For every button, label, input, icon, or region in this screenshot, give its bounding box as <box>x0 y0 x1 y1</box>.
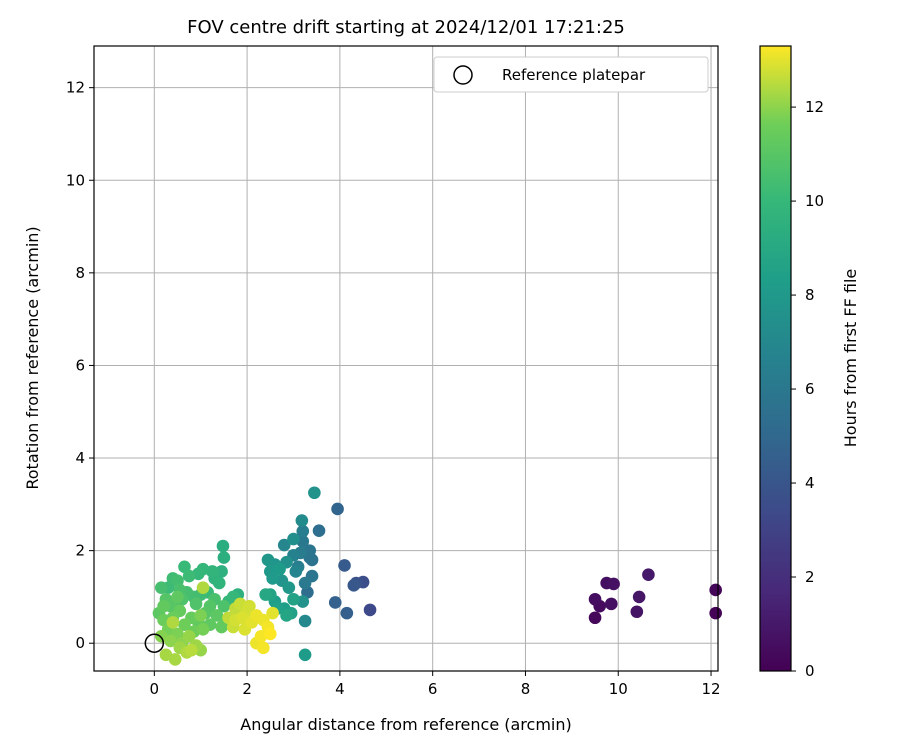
colorbar-ticks: 0 2 4 6 8 10 12 <box>791 98 824 680</box>
colorbar-tick-label: 10 <box>805 192 824 210</box>
scatter-point <box>210 609 224 622</box>
scatter-point <box>338 559 351 572</box>
scatter-point <box>261 553 275 567</box>
scatter-point <box>257 641 270 655</box>
scatter-point <box>287 532 300 546</box>
chart-title: FOV centre drift starting at 2024/12/01 … <box>187 17 625 38</box>
scatter-point <box>212 576 226 590</box>
scatter-point <box>604 597 618 611</box>
scatter-point <box>154 581 168 594</box>
scatter-point <box>182 569 196 583</box>
scatter-point <box>166 616 180 629</box>
colorbar-tick-label: 6 <box>805 380 815 398</box>
scatter-point <box>287 592 300 606</box>
scatter-point <box>295 514 309 527</box>
x-tick-label: 10 <box>609 680 628 698</box>
x-tick-label: 6 <box>428 680 438 698</box>
colorbar-gradient <box>759 45 792 672</box>
colorbar-tick-label: 0 <box>805 662 815 680</box>
scatter-point <box>642 568 655 582</box>
colorbar: 0 2 4 6 8 10 12 Hours from first FF file <box>759 45 860 680</box>
scatter-point <box>280 609 293 622</box>
scatter-point <box>236 611 249 625</box>
colorbar-tick-label: 2 <box>805 568 815 586</box>
scatter-point <box>154 629 168 643</box>
scatter-point <box>157 599 170 613</box>
y-axis-ticks: 0 2 4 6 8 10 12 <box>66 79 94 652</box>
data-points <box>152 486 722 666</box>
x-axis-ticks: 0 2 4 6 8 10 12 <box>150 671 721 698</box>
x-tick-label: 12 <box>701 680 720 698</box>
x-axis-label: Angular distance from reference (arcmin) <box>240 715 571 734</box>
scatter-point <box>289 565 303 578</box>
x-tick-label: 8 <box>521 680 531 698</box>
colorbar-tick-label: 8 <box>805 286 815 304</box>
plot-area-frame <box>93 45 719 672</box>
scatter-point <box>312 524 326 538</box>
scatter-point <box>298 614 312 628</box>
scatter-point <box>185 643 198 657</box>
y-axis-label: Rotation from reference (arcmin) <box>23 226 42 489</box>
scatter-point <box>196 581 210 594</box>
scatter-point <box>196 623 210 636</box>
y-tick-label: 6 <box>75 356 85 374</box>
scatter-point <box>630 605 644 619</box>
legend-label: Reference platepar <box>502 66 646 84</box>
y-tick-label: 4 <box>75 449 85 467</box>
scatter-point <box>277 538 291 552</box>
scatter-point <box>588 611 602 625</box>
scatter-point <box>709 606 722 620</box>
scatter-point <box>328 596 342 609</box>
scatter-point <box>298 576 312 590</box>
x-tick-label: 0 <box>150 680 160 698</box>
scatter-point <box>709 583 722 597</box>
legend-box <box>433 56 709 93</box>
scatter-point <box>217 551 231 564</box>
scatter-point <box>215 620 228 634</box>
colorbar-tick-label: 4 <box>805 474 815 492</box>
scatter-point <box>216 539 230 553</box>
colorbar-tick-label: 12 <box>805 98 824 116</box>
y-tick-label: 10 <box>66 171 85 189</box>
scatter-point <box>159 648 173 662</box>
scatter-point <box>182 629 196 643</box>
scatter-point <box>632 590 646 604</box>
legend: Reference platepar <box>433 56 709 93</box>
scatter-point <box>171 590 184 604</box>
y-tick-label: 2 <box>75 542 85 560</box>
scatter-point <box>607 577 620 591</box>
legend-marker-icon <box>453 65 473 85</box>
scatter-point <box>340 606 354 620</box>
reference-marker <box>144 633 165 653</box>
scatter-point <box>266 606 279 620</box>
scatter-point <box>266 572 279 585</box>
y-tick-label: 12 <box>66 79 85 97</box>
reference-platepar-marker <box>144 633 165 653</box>
scatter-point <box>243 599 256 613</box>
y-tick-label: 8 <box>75 264 85 282</box>
scatter-point <box>164 634 177 648</box>
scatter-point <box>178 618 191 632</box>
scatter-point <box>331 502 344 516</box>
scatter-point <box>168 653 182 666</box>
scatter-point <box>217 599 231 613</box>
y-tick-label: 0 <box>75 634 85 652</box>
x-tick-label: 4 <box>335 680 345 698</box>
scatter-point <box>263 627 277 641</box>
scatter-point <box>347 579 361 592</box>
scatter-point <box>296 524 310 538</box>
scatter-point <box>259 588 272 601</box>
scatter-point <box>363 603 377 617</box>
scatter-point <box>588 592 602 606</box>
scatter-point <box>308 486 321 500</box>
colorbar-label: Hours from first FF file <box>841 269 860 448</box>
scatter-point <box>194 609 208 622</box>
scatter-point <box>189 597 203 611</box>
scatter-point <box>273 562 286 576</box>
scatter-point <box>282 581 296 594</box>
scatter-point <box>298 648 312 662</box>
x-tick-label: 2 <box>242 680 252 698</box>
